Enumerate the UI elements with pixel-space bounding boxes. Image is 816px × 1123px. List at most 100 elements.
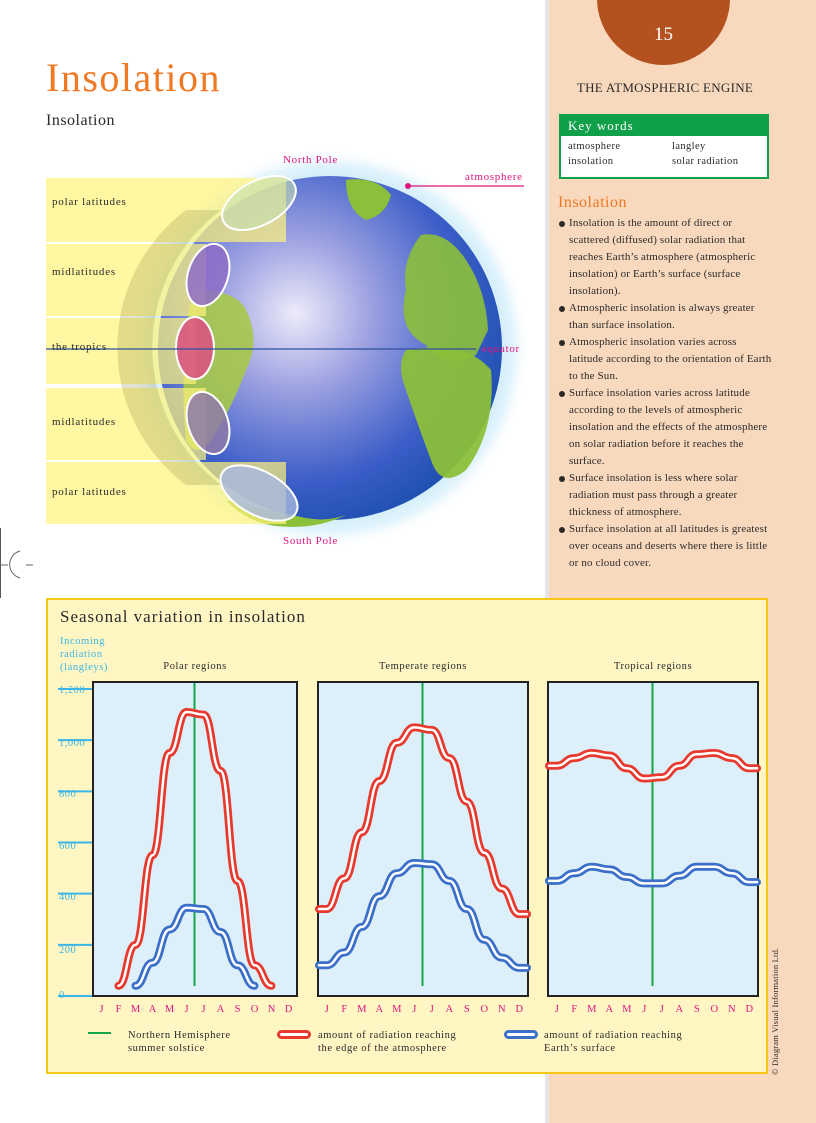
band-label: midlatitudes xyxy=(52,266,116,278)
x-tick-label: F xyxy=(341,1004,347,1015)
x-tick-label: M xyxy=(165,1004,175,1015)
atmosphere-label: atmosphere xyxy=(465,171,523,183)
x-tick-label: S xyxy=(694,1004,700,1015)
atmosphere-tube-icon xyxy=(277,1030,311,1039)
info-bullets: Insolation is the amount of direct or sc… xyxy=(557,215,772,572)
bullet-item: Atmospheric insolation varies across lat… xyxy=(557,334,772,385)
north-pole-label: North Pole xyxy=(283,154,338,166)
y-axis-title: Incoming radiation (langleys) xyxy=(60,635,108,674)
x-tick-label: M xyxy=(392,1004,402,1015)
y-tick-label: 1,200 xyxy=(59,685,86,696)
x-tick-label: A xyxy=(149,1004,157,1015)
crop-mark-icon xyxy=(0,528,33,598)
series-line-highlight xyxy=(317,861,529,970)
copyright: © Diagram Visual Information Ltd. xyxy=(770,947,780,1075)
series-line-highlight xyxy=(134,906,256,988)
y-tick-label: 600 xyxy=(59,841,77,852)
globe-icon xyxy=(46,148,530,548)
bullet-item: Atmospheric insolation is always greater… xyxy=(557,300,772,334)
key-words-heading: Key words xyxy=(561,116,767,136)
x-tick-label: D xyxy=(745,1004,753,1015)
section-title: THE ATMOSPHERIC ENGINE xyxy=(576,80,754,95)
key-word: solar radiation xyxy=(672,156,739,167)
y-tick-label: 1,000 xyxy=(59,738,86,749)
solstice-line-icon xyxy=(88,1032,111,1034)
x-tick-label: D xyxy=(515,1004,523,1015)
y-axis-title-line: radiation xyxy=(60,649,103,660)
x-tick-label: J xyxy=(201,1004,205,1015)
band-label: polar latitudes xyxy=(52,486,127,498)
legend-text-line: amount of radiation reaching xyxy=(318,1030,457,1041)
x-tick-label: S xyxy=(464,1004,470,1015)
x-tick-label: J xyxy=(412,1004,416,1015)
x-tick-label: M xyxy=(357,1004,367,1015)
panel-title-temperate: Temperate regions xyxy=(379,661,467,672)
x-tick-label: J xyxy=(99,1004,103,1015)
x-tick-label: M xyxy=(622,1004,632,1015)
legend-text-line: Earth’s surface xyxy=(544,1043,616,1054)
x-tick-label: O xyxy=(710,1004,718,1015)
legend-solstice: Northern Hemisphere summer solstice xyxy=(128,1029,231,1055)
series-line-highlight xyxy=(317,726,529,916)
series-line-highlight xyxy=(547,751,759,780)
key-words-box: Key words atmosphere langley insolation … xyxy=(559,114,769,179)
x-tick-label: A xyxy=(217,1004,225,1015)
x-tick-label: N xyxy=(728,1004,736,1015)
x-tick-label: N xyxy=(498,1004,506,1015)
panel-title-polar: Polar regions xyxy=(163,661,227,672)
key-word: insolation xyxy=(568,156,614,167)
band-label: the tropics xyxy=(52,341,107,353)
x-tick-label: N xyxy=(268,1004,276,1015)
x-tick-label: F xyxy=(571,1004,577,1015)
x-tick-label: M xyxy=(131,1004,141,1015)
legend-surface: amount of radiation reaching Earth’s sur… xyxy=(544,1029,682,1055)
bullet-item: Surface insolation is less where solar r… xyxy=(557,470,772,521)
bullet-item: Insolation is the amount of direct or sc… xyxy=(557,215,772,300)
legend-text-line: amount of radiation reaching xyxy=(544,1030,683,1041)
x-tick-label: D xyxy=(285,1004,293,1015)
x-tick-label: A xyxy=(375,1004,383,1015)
page-number: 15 xyxy=(654,24,673,45)
x-tick-label: A xyxy=(605,1004,613,1015)
y-tick-label: 200 xyxy=(59,945,77,956)
x-tick-label: J xyxy=(660,1004,664,1015)
y-axis-title-line: Incoming xyxy=(60,636,106,647)
x-tick-label: M xyxy=(587,1004,597,1015)
legend-atmosphere: amount of radiation reaching the edge of… xyxy=(318,1029,456,1055)
x-tick-label: J xyxy=(642,1004,646,1015)
key-word: langley xyxy=(672,141,706,152)
y-tick-label: 400 xyxy=(59,892,77,903)
bullet-item: Surface insolation at all latitudes is g… xyxy=(557,521,772,572)
x-tick-label: J xyxy=(184,1004,188,1015)
legend-text-line: the edge of the atmosphere xyxy=(318,1043,447,1054)
south-pole-label: South Pole xyxy=(283,535,338,547)
x-tick-label: J xyxy=(555,1004,559,1015)
series-line-highlight xyxy=(547,865,759,885)
panel-title-tropical: Tropical regions xyxy=(613,661,693,672)
band-label: polar latitudes xyxy=(52,196,127,208)
globe-illustration: North Pole atmosphere equator South Pole… xyxy=(46,140,546,560)
x-tick-label: J xyxy=(430,1004,434,1015)
equator-label: equator xyxy=(482,343,520,355)
x-tick-label: O xyxy=(480,1004,488,1015)
surface-tube-icon xyxy=(504,1030,538,1039)
legend-text-line: Northern Hemisphere xyxy=(128,1030,231,1041)
chart-title: Seasonal variation in insolation xyxy=(60,607,306,626)
x-tick-label: A xyxy=(675,1004,683,1015)
y-axis-title-line: (langleys) xyxy=(60,662,108,673)
page-title: Insolation xyxy=(46,55,221,100)
x-tick-label: S xyxy=(235,1004,241,1015)
bullet-item: Surface insolation varies across latitud… xyxy=(557,385,772,470)
legend-text-line: summer solstice xyxy=(128,1043,205,1054)
x-tick-label: A xyxy=(445,1004,453,1015)
band-label: midlatitudes xyxy=(52,416,116,428)
x-tick-label: F xyxy=(116,1004,122,1015)
y-tick-label: 800 xyxy=(59,789,77,800)
x-tick-label: O xyxy=(251,1004,259,1015)
info-title: Insolation xyxy=(558,194,627,211)
series-line-highlight xyxy=(117,710,273,988)
x-tick-label: J xyxy=(325,1004,329,1015)
key-word: atmosphere xyxy=(568,141,621,152)
figure-title: Insolation xyxy=(46,112,115,129)
